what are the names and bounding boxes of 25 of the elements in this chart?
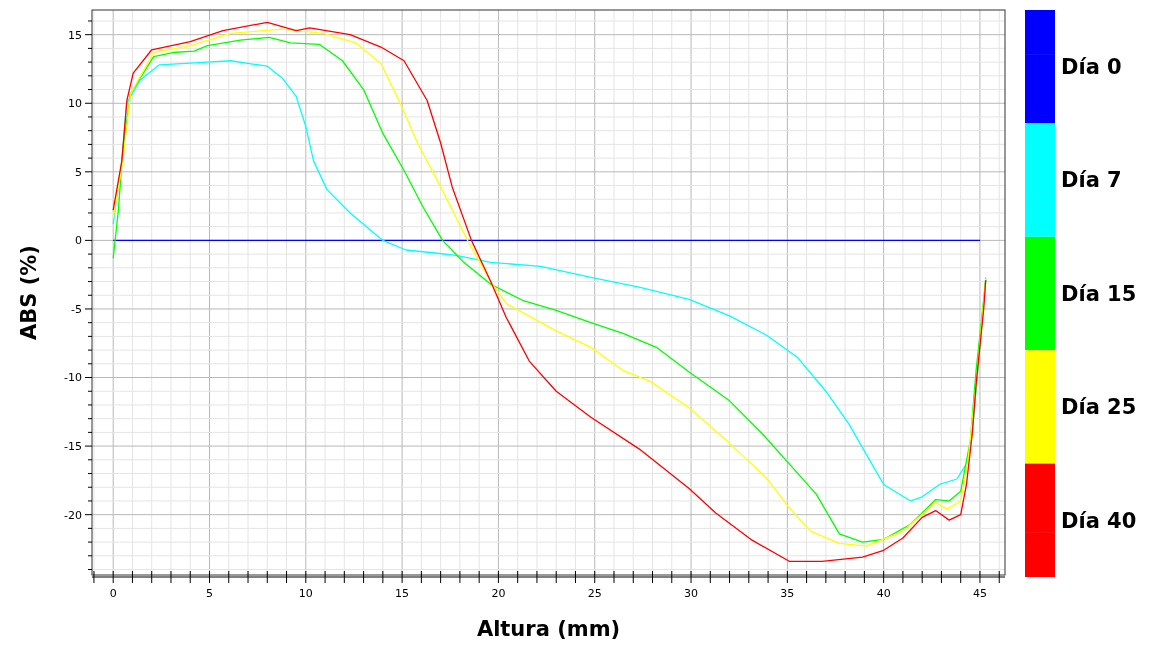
y-tick-label: 0: [75, 234, 82, 248]
legend-label: Día 25: [1061, 395, 1137, 420]
y-tick-label: 10: [68, 97, 82, 111]
y-axis-title: ABS (%): [17, 245, 41, 340]
y-tick-label: -15: [64, 439, 82, 453]
x-tick-label: 25: [587, 587, 602, 600]
legend-label: Día 15: [1061, 281, 1137, 306]
x-tick-label: 15: [395, 587, 410, 600]
x-axis-title: Altura (mm): [476, 617, 621, 641]
x-tick-label: 5: [206, 587, 213, 600]
y-tick-label: 15: [68, 28, 82, 42]
x-tick-label: 30: [684, 587, 699, 600]
x-tick-label: 35: [780, 587, 795, 600]
x-tick-label: 0: [109, 587, 117, 600]
y-tick-label: -10: [64, 371, 82, 385]
x-tick-label: 40: [876, 587, 891, 600]
legend-label: Día 0: [1061, 55, 1122, 80]
y-tick-label: -5: [71, 302, 82, 316]
legend-label: Día 40: [1061, 508, 1137, 533]
legend-label: Día 7: [1061, 168, 1122, 193]
x-tick-label: 45: [972, 587, 987, 600]
x-tick-label: 20: [491, 587, 506, 600]
y-tick-label: 5: [75, 165, 82, 179]
x-tick-label: 10: [298, 587, 313, 600]
y-tick-label: -20: [64, 508, 82, 522]
